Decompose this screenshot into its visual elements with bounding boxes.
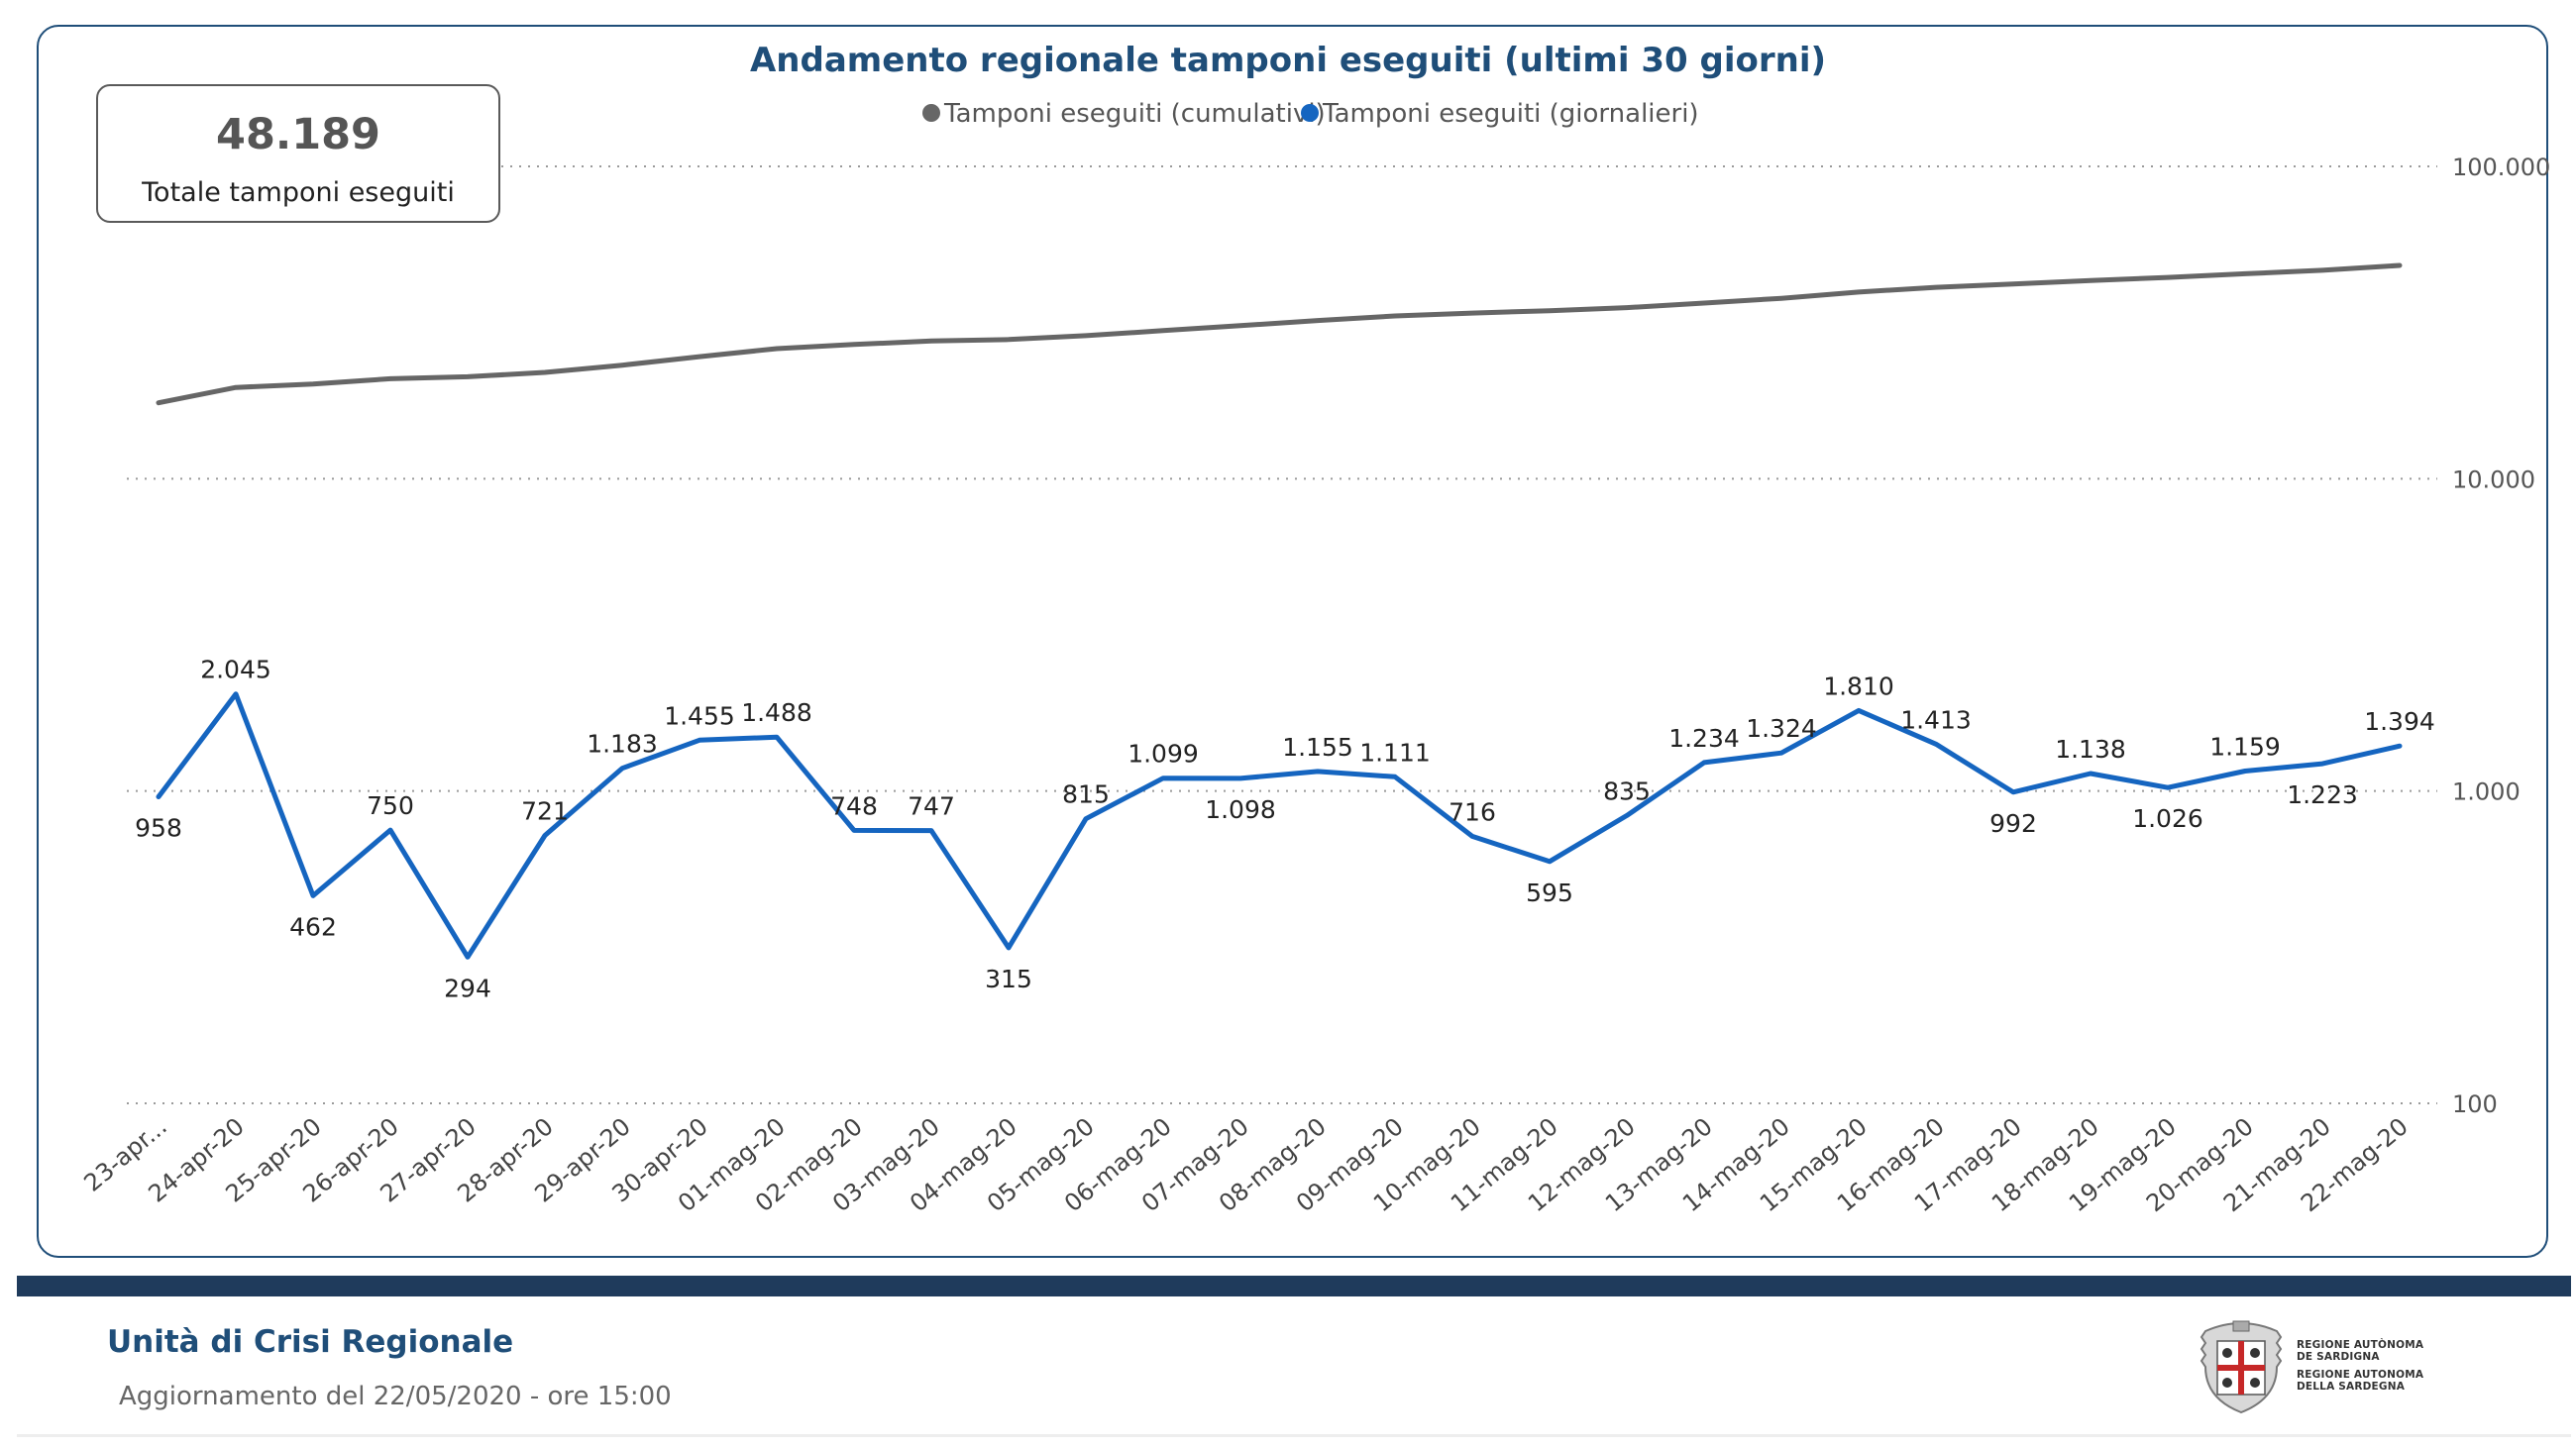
logo-line-4: DELLA SARDEGNA <box>2297 1381 2406 1393</box>
legend-marker-cumulative <box>922 104 940 122</box>
data-label: 1.223 <box>2287 780 2358 809</box>
data-label: 1.138 <box>2055 735 2126 764</box>
data-label: 1.810 <box>1823 672 1894 700</box>
footer-title: Unità di Crisi Regionale <box>107 1324 514 1360</box>
data-label: 595 <box>1526 879 1573 907</box>
data-label: 747 <box>908 792 955 821</box>
data-label: 315 <box>985 965 1032 993</box>
data-label: 1.155 <box>1282 733 1353 762</box>
kpi-value: 48.189 <box>216 110 380 159</box>
data-label: 1.183 <box>587 730 658 759</box>
series-line-daily <box>156 691 2403 960</box>
data-label: 1.159 <box>2209 732 2281 761</box>
data-label: 958 <box>135 814 182 843</box>
footer-update-time: Aggiornamento del 22/05/2020 - ore 15:00 <box>119 1382 672 1411</box>
kpi-card[interactable]: 48.189 Totale tamponi eseguiti <box>96 84 500 223</box>
data-label: 815 <box>1062 780 1110 809</box>
logo-line-2: DE SARDIGNA <box>2297 1351 2380 1363</box>
data-label: 992 <box>1989 809 2037 838</box>
y-tick-label: 1.000 <box>2452 778 2521 806</box>
logo-text: REGIONE AUTÒNOMA DE SARDIGNA REGIONE AUT… <box>2297 1339 2423 1393</box>
data-label: 750 <box>367 791 414 820</box>
data-label: 1.098 <box>1205 795 1276 824</box>
data-label: 1.111 <box>1359 738 1431 767</box>
chart-title: Andamento regionale tamponi eseguiti (ul… <box>750 41 1826 80</box>
data-label: 1.455 <box>664 701 735 730</box>
sardinia-crest-icon <box>2200 1320 2283 1414</box>
bottom-rule <box>17 1434 2571 1437</box>
data-label: 1.099 <box>1127 740 1199 769</box>
y-tick-label: 100 <box>2452 1090 2498 1118</box>
logo-line-1: REGIONE AUTÒNOMA <box>2297 1339 2424 1351</box>
region-logo: REGIONE AUTÒNOMA DE SARDIGNA REGIONE AUT… <box>2192 1317 2445 1416</box>
data-label: 721 <box>521 796 569 825</box>
y-tick-label: 10.000 <box>2452 466 2535 493</box>
data-label: 1.413 <box>1900 705 1972 734</box>
data-label: 1.324 <box>1746 714 1817 743</box>
data-label: 462 <box>289 912 337 941</box>
legend-label-daily: Tamponi eseguiti (giornalieri) <box>1322 99 1699 129</box>
legend-label-cumulative: Tamponi eseguiti (cumulativi) <box>943 99 1326 129</box>
y-tick-label: 100.000 <box>2452 154 2550 181</box>
data-label: 748 <box>830 791 878 820</box>
data-label: 1.488 <box>741 698 812 727</box>
chart-panel <box>37 25 2548 1258</box>
data-label: 294 <box>444 974 491 1002</box>
data-label: 2.045 <box>200 656 271 684</box>
series-line-cumulative <box>156 262 2403 406</box>
data-label: 835 <box>1603 776 1651 805</box>
data-label: 1.026 <box>2132 804 2203 833</box>
data-label: 716 <box>1449 797 1496 826</box>
legend-marker-daily <box>1301 104 1319 122</box>
chart-svg: Andamento regionale tamponi eseguiti (ul… <box>78 41 2550 1217</box>
kpi-label: Totale tamponi eseguiti <box>142 177 455 208</box>
logo-line-3: REGIONE AUTONOMA <box>2297 1369 2424 1381</box>
data-label: 1.394 <box>2364 707 2435 736</box>
data-label: 1.234 <box>1668 724 1740 753</box>
footer-divider <box>17 1276 2571 1296</box>
